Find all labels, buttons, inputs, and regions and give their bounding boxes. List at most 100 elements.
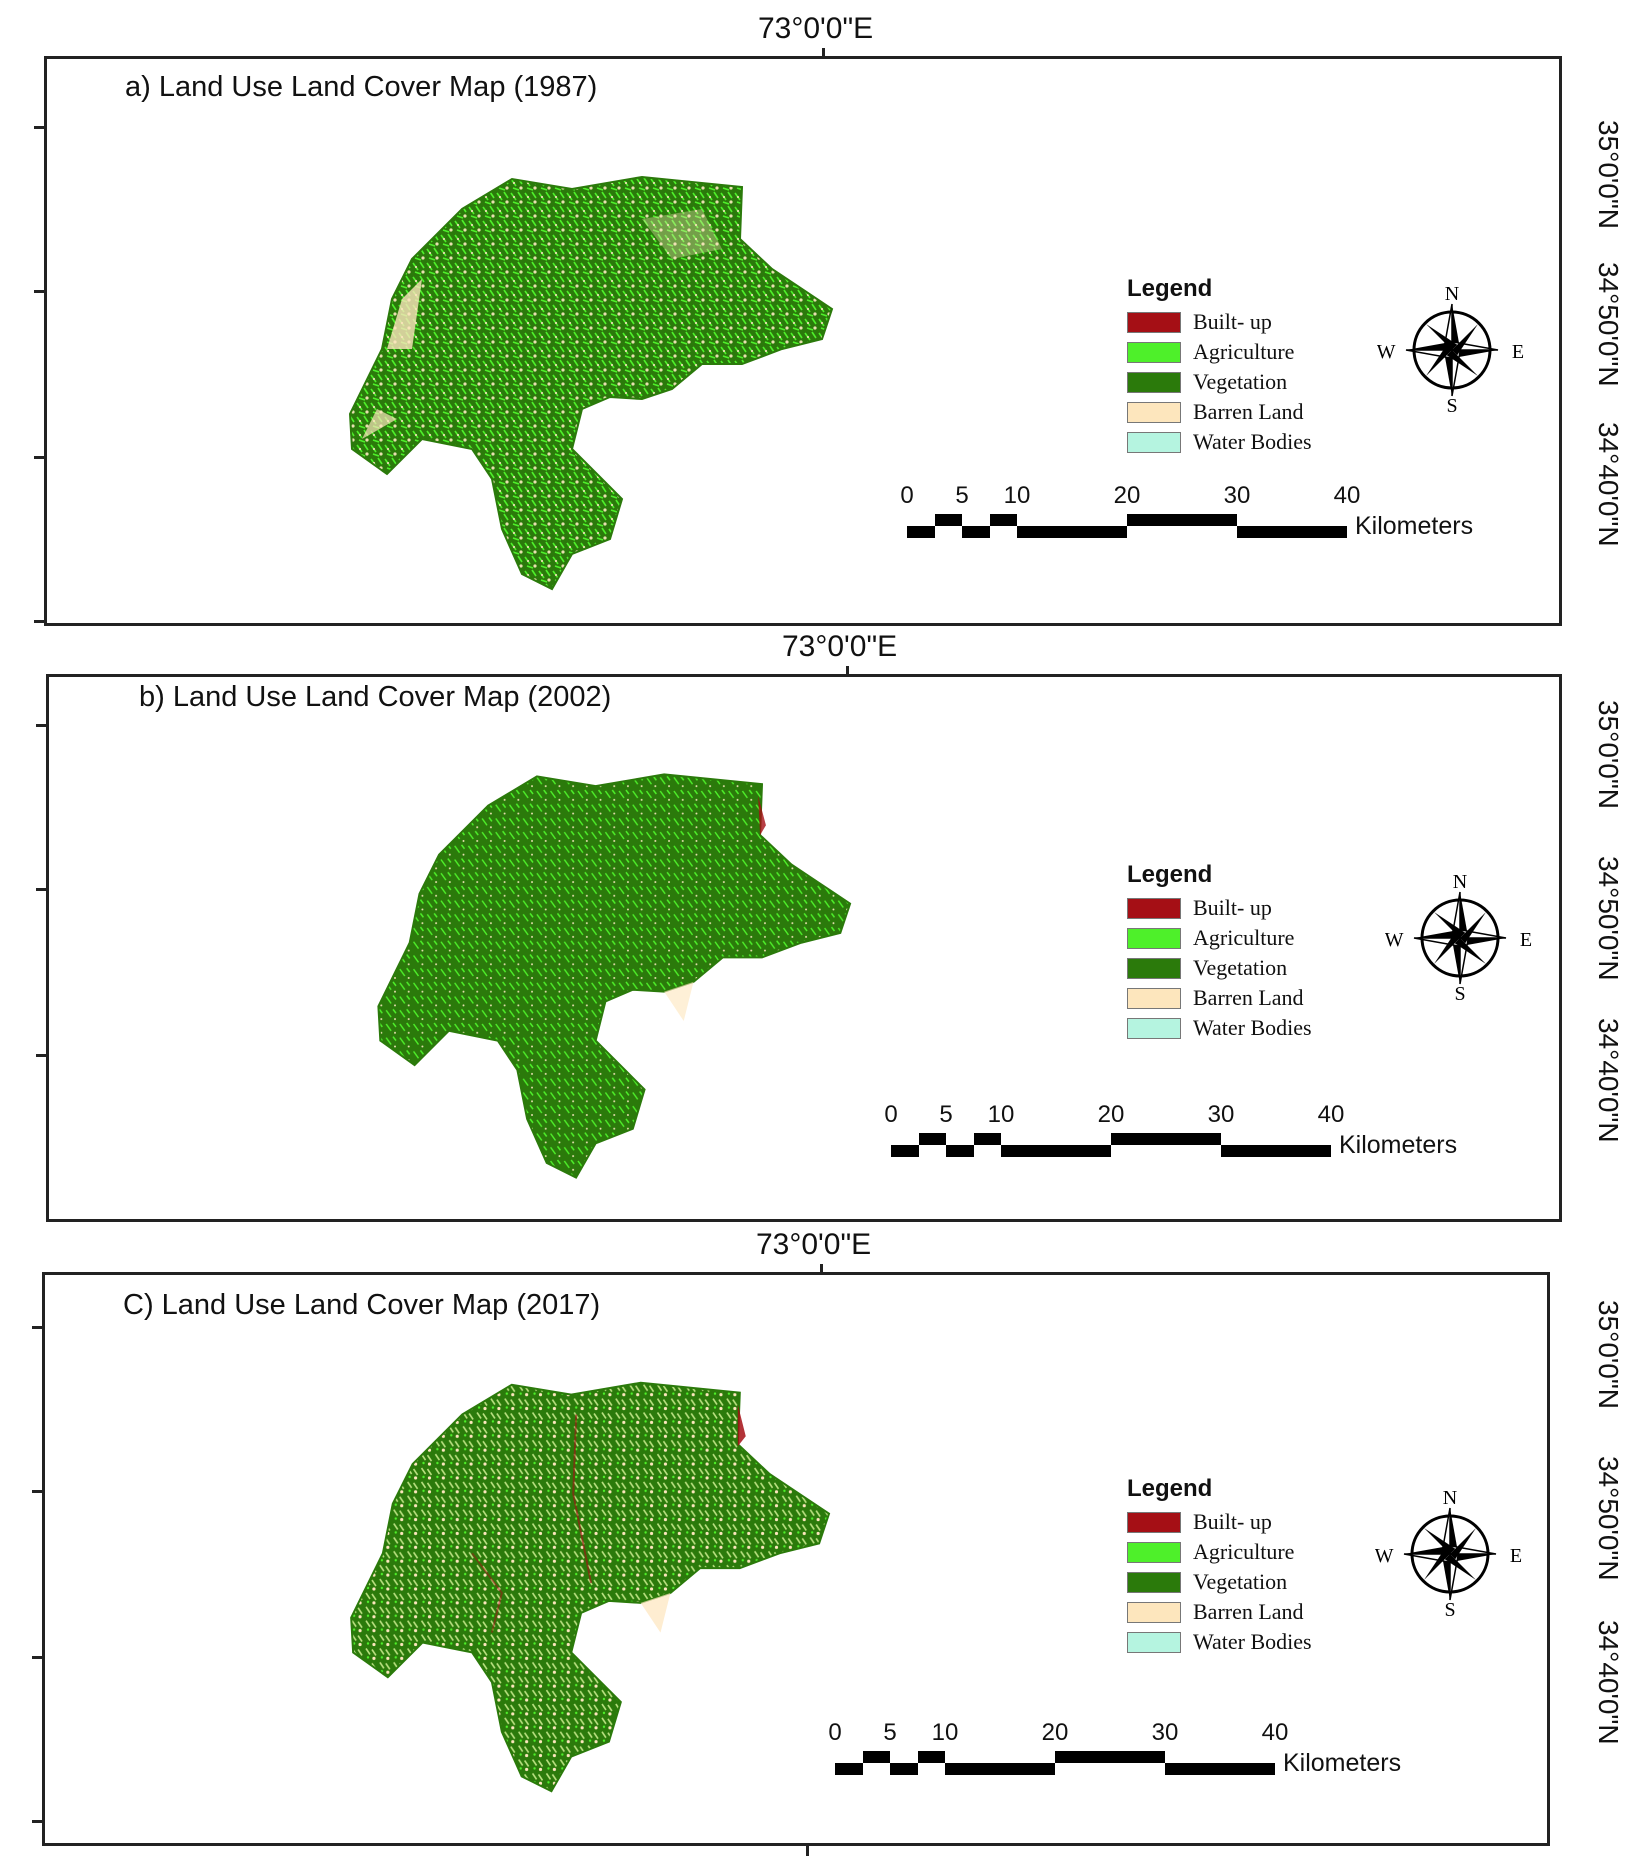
legend-label-barren-c: Barren Land [1193,1599,1304,1624]
scale-unit-label: Kilometers [1355,512,1474,540]
lat-label-c-0: 35°0'0"N [1593,1300,1624,1409]
scale-bar-segment [1165,1763,1275,1775]
compass-rose-icon: N S E W [1385,871,1533,1005]
compass-point [1454,938,1486,964]
legend-label-water-b: Water Bodies [1193,1015,1312,1040]
compass-west-label: W [1377,341,1396,363]
compass-point [1450,1508,1459,1554]
swatch-water-c [1127,1631,1181,1653]
legend-item-vegetation-c: Vegetation [1127,1567,1312,1597]
legend-item-agriculture-b: Agriculture [1127,923,1312,953]
scale-bar-segment [1165,1751,1275,1763]
legend-title-a: Legend [1127,275,1213,302]
scale-bar-segment [946,1133,974,1145]
compass-east-label: E [1520,929,1532,951]
scale-tick-label: 30 [1223,482,1251,509]
scale-bar-segment [934,514,962,526]
scale-bar-segment [835,1763,863,1775]
panel-title-a: a) Land Use Land Cover Map (1987) [125,71,598,103]
compass-point [1426,344,1452,376]
scale-bar-segment [1055,1763,1165,1775]
compass-point [1443,350,1452,396]
legend-b: Legend Built- up Agriculture Vegetation … [1127,861,1312,1043]
compass-point [1460,892,1469,938]
legend-label-agriculture-b: Agriculture [1193,925,1295,950]
legend-item-agriculture-c: Agriculture [1127,1537,1312,1567]
scale-bar-segment [907,514,935,526]
compass-point [1450,1554,1496,1563]
compass-point [1452,324,1478,356]
swatch-vegetation-c [1127,1571,1181,1593]
scale-bar-segment [891,1145,919,1157]
compass-east-label: E [1512,341,1524,363]
legend-label-water-a: Water Bodies [1193,429,1312,454]
swatch-agriculture-c [1127,1541,1181,1563]
compass-point [1434,912,1466,938]
scale-bar-segment [918,1133,946,1145]
longitude-label-c: 73°0'0"E [756,1228,872,1261]
scale-tick-label: 20 [1097,1101,1125,1128]
swatch-vegetation-a [1127,371,1181,393]
scale-bar-segment [989,514,1017,526]
scale-bar-segment [945,1751,1055,1763]
compass-point [1460,912,1486,944]
left-tick-a-1 [34,290,44,293]
compass-point [1434,932,1460,964]
map-frame-b: b) Land Use Land Cover Map (2002) Legend… [46,674,1562,1222]
compass-south-label: S [1446,395,1457,415]
scale-bar-segment [973,1133,1001,1145]
compass-point [1404,1545,1450,1554]
swatch-water-a [1127,431,1181,453]
legend-item-agriculture-a: Agriculture [1127,337,1312,367]
scale-tick-label: 40 [1261,1719,1289,1746]
legend-label-vegetation-c: Vegetation [1193,1569,1288,1594]
compass-rose-icon: N S E W [1375,1487,1523,1621]
scale-bar-segment [1055,1751,1165,1763]
scale-bar-segment [1017,514,1127,526]
district-map-b [377,773,852,1179]
panel-title-b: b) Land Use Land Cover Map (2002) [139,681,612,713]
legend-title-c: Legend [1127,1475,1213,1502]
scale-bar-segment [1111,1133,1221,1145]
compass-west-label: W [1375,1545,1394,1567]
legend-item-barren-b: Barren Land [1127,983,1312,1013]
scale-bar-segment [962,526,990,538]
scale-bar-segment [934,526,962,538]
scale-bar-segment [862,1763,890,1775]
scale-bar-segment [945,1763,1055,1775]
legend-item-built-up-a: Built- up [1127,307,1312,337]
swatch-agriculture-a [1127,341,1181,363]
scale-tick-label: 20 [1113,482,1141,509]
scale-bar-segment [1237,514,1347,526]
compass-point [1424,1528,1456,1554]
legend-label-barren-a: Barren Land [1193,399,1304,424]
scale-bar-segment [891,1133,919,1145]
legend-label-agriculture-a: Agriculture [1193,339,1295,364]
swatch-vegetation-b [1127,957,1181,979]
legend-label-vegetation-a: Vegetation [1193,369,1288,394]
scale-tick-label: 5 [939,1101,953,1128]
compass-point [1450,1528,1476,1560]
left-tick-c-1 [32,1490,42,1493]
legend-item-vegetation-b: Vegetation [1127,953,1312,983]
scale-bar-segment [946,1145,974,1157]
top-tick-b [846,666,849,676]
scale-tick-label: 5 [955,482,969,509]
swatch-agriculture-b [1127,927,1181,949]
compass-point [1424,1548,1450,1580]
scale-bar-segment [917,1751,945,1763]
map-frame-c: C) Land Use Land Cover Map (2017) Legend… [42,1272,1550,1846]
scale-bar-segment [1001,1145,1111,1157]
left-tick-a-0 [34,126,44,129]
left-tick-c-3 [32,1820,42,1823]
compass-point [1451,938,1460,984]
legend-item-water-b: Water Bodies [1127,1013,1312,1043]
swatch-barren-a [1127,401,1181,423]
legend-label-vegetation-b: Vegetation [1193,955,1288,980]
left-tick-b-2 [36,1054,46,1057]
legend-item-water-c: Water Bodies [1127,1627,1312,1657]
scale-bar-segment [907,526,935,538]
scale-bar-segment [973,1145,1001,1157]
longitude-label-a: 73°0'0"E [758,12,874,45]
scale-tick-label: 40 [1333,482,1361,509]
